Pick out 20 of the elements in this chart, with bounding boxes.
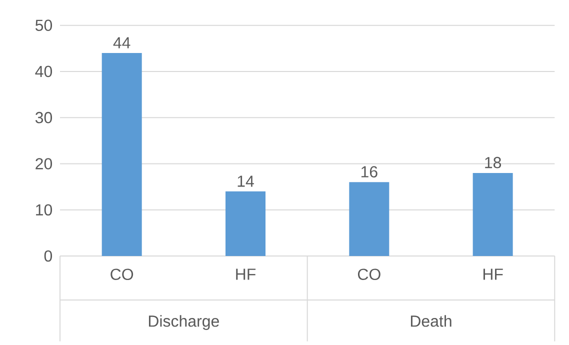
text: Discharge [148,315,219,330]
y-tick-label: 30 [35,112,52,124]
y-tick-label: 40 [35,66,52,78]
bar [226,191,266,256]
data-label: 44 [113,37,130,48]
bar [349,182,390,256]
x-tick-label: CO [110,268,134,280]
x-tick-label: HF [236,268,256,280]
y-tick-label: 0 [44,250,52,262]
y-tick-label: 10 [36,204,52,216]
data-label: 16 [361,166,378,178]
bar [102,53,142,256]
y-tick-label: 20 [36,158,52,170]
y-tick-label: 50 [35,20,52,31]
x-tick-label: HF [483,268,503,280]
data-label: 18 [485,156,502,168]
text: Death [410,315,452,327]
x-tick-label: CO [358,268,380,280]
data-label: 14 [238,176,254,187]
bar [472,172,513,256]
